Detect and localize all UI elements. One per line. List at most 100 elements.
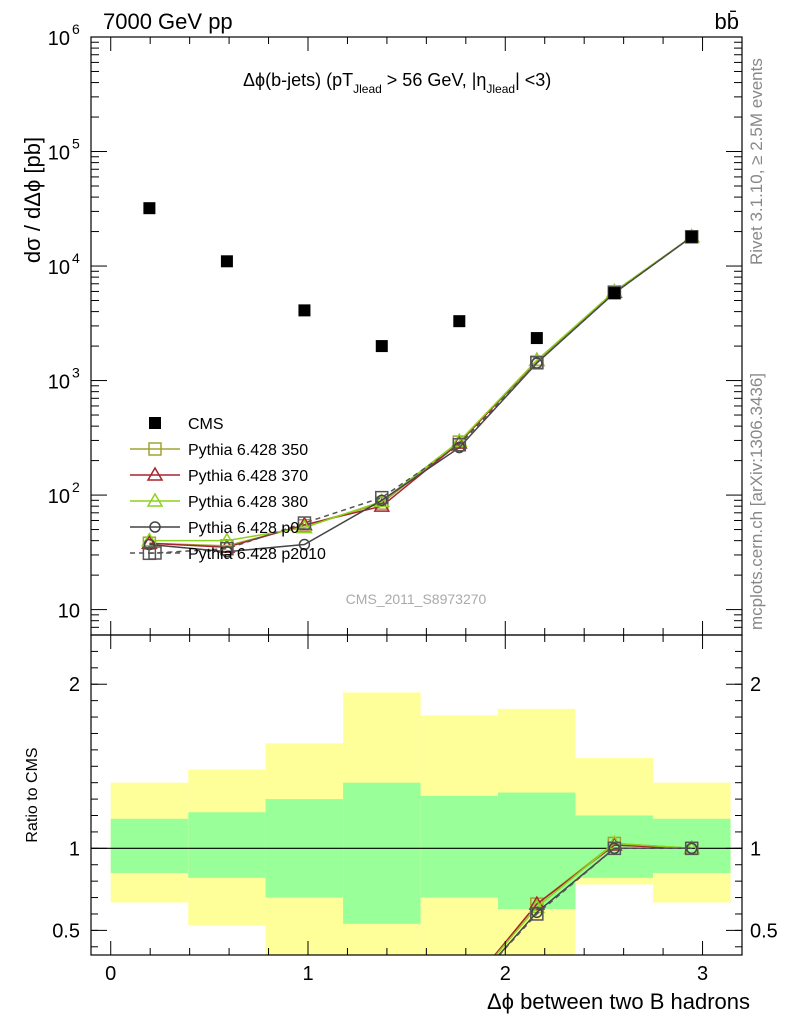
ratio-series-2-point	[220, 1005, 234, 1017]
main-series-4-point	[376, 494, 388, 507]
main-series-3-point	[296, 519, 313, 534]
ratio-x-tick-label: 0	[105, 963, 116, 985]
ratio-series-3-point	[685, 842, 698, 855]
ratio-series-0-point	[143, 1006, 155, 1018]
plot-title-end: | <3)	[515, 70, 551, 90]
main-series-0-point	[453, 315, 466, 328]
ratio-series-3-point	[377, 1000, 387, 1010]
ratio-x-tick-label: 2	[500, 963, 511, 985]
main-series-5-point	[375, 490, 389, 505]
ratio-inner-band	[497, 792, 576, 910]
plot-title-sub2: Jlead	[486, 82, 515, 96]
main-y-tick-label: 10	[48, 372, 70, 394]
main-series-0-point	[220, 255, 233, 268]
energy-label: 7000 GeV pp	[103, 9, 233, 34]
ratio-inner-band	[343, 782, 421, 924]
ratio-y-tick-label: 2	[69, 674, 80, 696]
main-series-2-point	[373, 497, 391, 512]
ratio-series-4-point	[530, 907, 544, 921]
ratio-inner-band	[420, 795, 498, 898]
ratio-series-2-point	[452, 991, 466, 1003]
ratio-inner-band	[188, 812, 266, 878]
ratio-series-1-point	[142, 1005, 156, 1017]
main-y-tick-label: 10	[48, 486, 70, 508]
main-y-tick-label-exponent: 4	[72, 250, 80, 266]
ratio-series-0-point	[453, 992, 465, 1004]
ratio-series-4-point	[298, 1004, 310, 1016]
ratio-series-4-point	[453, 993, 465, 1005]
ratio-series-1-point	[528, 895, 546, 910]
ratio-data	[142, 834, 701, 1018]
plot-title-sub1: Jlead	[353, 82, 382, 96]
ratio-x-tick-label: 3	[697, 963, 708, 985]
main-series-4-point	[221, 545, 233, 558]
main-y-tick-label-exponent: 3	[72, 365, 80, 381]
main-series-5-point	[452, 438, 467, 452]
ratio-series-1-point	[297, 1003, 311, 1015]
x-axis-label: Δϕ between two B hadrons	[487, 989, 750, 1014]
ratio-series-3-point	[222, 1007, 232, 1017]
main-series-5-point	[297, 516, 312, 530]
ratio-ticks: 0 1 2 3 0.5 0.5 1 1 2 2	[52, 635, 778, 985]
main-series-0-point	[298, 304, 311, 317]
legend-label-3: Pythia 6.428 380	[188, 494, 308, 511]
rivet-label: Rivet 3.1.10, ≥ 2.5M events	[747, 58, 766, 265]
ratio-series-0-point	[221, 1006, 233, 1018]
main-y-tick-label: 10	[48, 143, 70, 165]
main-series-0-point	[685, 230, 698, 243]
main-series-3-point	[451, 432, 468, 448]
legend-label-4: Pythia 6.428 p0	[188, 520, 299, 537]
legend-label-0: CMS	[188, 416, 224, 433]
plot-title-main: Δϕ(b-jets) (pT	[243, 70, 353, 90]
ratio-y-tick-label-right: 0.5	[750, 920, 778, 942]
ratio-y-tick-label: 0.5	[52, 920, 80, 942]
ratio-y-tick-label: 1	[69, 838, 80, 860]
ratio-series-2-line	[495, 842, 692, 955]
main-series-0-point	[608, 287, 621, 300]
main-series-5-point	[220, 541, 234, 556]
legend-label-1: Pythia 6.428 350	[188, 442, 308, 459]
main-series-3-point	[373, 492, 391, 508]
watermark-label: CMS_2011_S8973270	[346, 591, 487, 607]
legend-marker-5	[148, 546, 162, 560]
ratio-series-2-point	[142, 1005, 156, 1017]
main-y-tick-label: 10	[48, 257, 70, 279]
ratio-series-0-point	[376, 999, 388, 1011]
main-series-3-line	[149, 236, 693, 542]
main-data	[141, 202, 701, 561]
main-series-3-point	[218, 532, 236, 547]
mcplots-label: mcplots.cern.ch [arXiv:1306.3436]	[747, 373, 766, 630]
main-y-tick-label: 10	[58, 601, 80, 623]
ratio-series-4-point	[221, 1006, 233, 1018]
ratio-series-3-point	[299, 1006, 309, 1016]
main-series-0-point	[375, 340, 388, 353]
main-series-5-point	[530, 356, 544, 370]
ratio-series-3-point	[454, 994, 464, 1004]
ratio-series-4-point	[607, 841, 622, 856]
legend-marker-0	[149, 417, 161, 429]
ratio-y-axis-label: Ratio to CMS	[24, 747, 41, 842]
plot-title-mid: > 56 GeV, |η	[382, 70, 487, 90]
ratio-series-3-line	[497, 847, 692, 955]
ratio-series-4-point	[684, 841, 699, 856]
ratio-series-1-point	[452, 991, 466, 1003]
legend-marker-1	[148, 442, 162, 456]
legend-marker-3	[146, 492, 164, 507]
ratio-panel: 0 1 2 3 0.5 0.5 1 1 2 2 Ratio to CMS Δϕ between t…	[24, 634, 778, 1018]
ratio-bands	[91, 692, 742, 955]
main-series-4-point	[298, 538, 311, 551]
ratio-x-tick-label: 1	[302, 963, 313, 985]
ratio-inner-band	[110, 818, 189, 873]
ratio-series-2-point	[297, 1003, 311, 1015]
ratio-series-4-point	[376, 999, 388, 1011]
ratio-y-tick-label-right: 2	[750, 674, 761, 696]
legend-marker-2	[146, 466, 164, 481]
ratio-series-1-point	[220, 1005, 234, 1017]
main-series-5-line	[149, 236, 693, 555]
ratio-frame	[90, 634, 743, 956]
ratio-y-tick-label-right: 1	[750, 838, 761, 860]
ratio-series-2-point	[375, 998, 389, 1010]
